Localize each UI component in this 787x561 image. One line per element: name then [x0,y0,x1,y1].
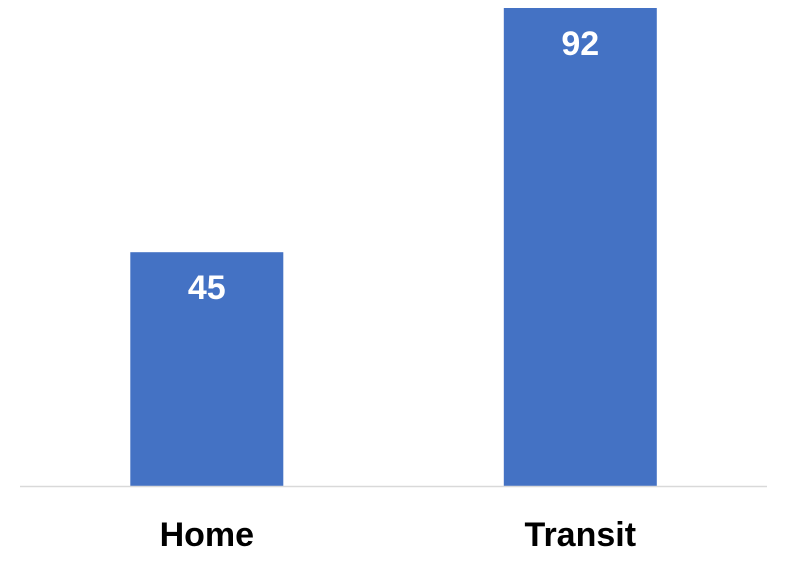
data-label-home: 45 [188,269,226,307]
labels-layer: 45 Home 92 Transit [160,25,636,554]
bars-layer [130,8,657,486]
bar-transit [503,8,657,486]
category-label-home: Home [160,516,254,554]
category-label-transit: Transit [525,516,636,554]
bar-home [130,252,284,486]
data-label-transit: 92 [561,25,599,63]
